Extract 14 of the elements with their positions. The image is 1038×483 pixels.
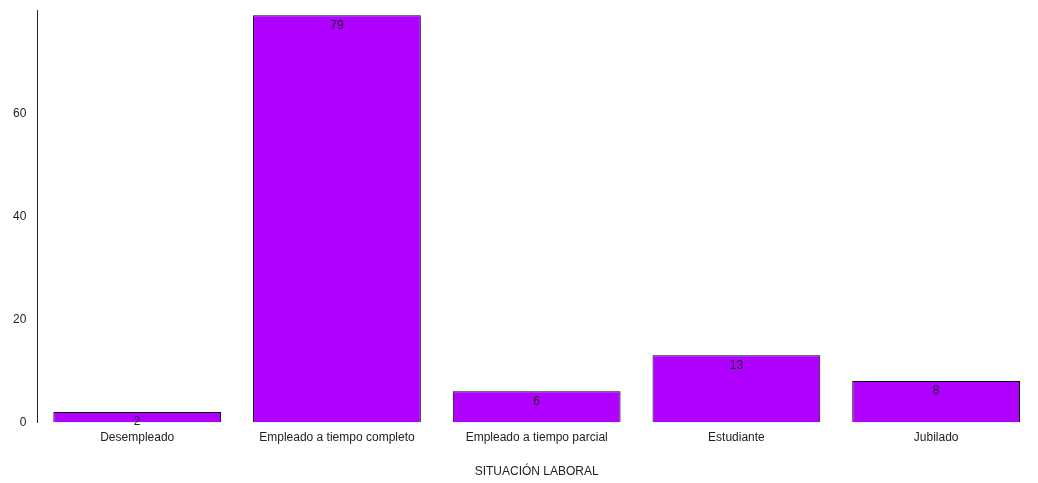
x-tick-label: Empleado a tiempo completo	[259, 429, 415, 444]
x-axis-title: SITUACIÓN LABORAL	[474, 463, 600, 479]
y-tick-label: 60	[12, 105, 27, 120]
data-label: 13	[729, 357, 744, 372]
y-tick-label: 0	[19, 414, 27, 429]
y-tick-label: 40	[12, 208, 27, 223]
data-label: 8	[932, 383, 940, 398]
x-tick-label: Jubilado	[913, 429, 959, 444]
x-tick-label: Empleado a tiempo parcial	[465, 429, 608, 444]
x-tick-label: Estudiante	[708, 429, 766, 444]
data-label: 6	[533, 393, 541, 408]
data-label: 79	[330, 17, 344, 32]
y-tick-label: 20	[12, 311, 27, 326]
x-tick-label: Desempleado	[100, 429, 175, 444]
